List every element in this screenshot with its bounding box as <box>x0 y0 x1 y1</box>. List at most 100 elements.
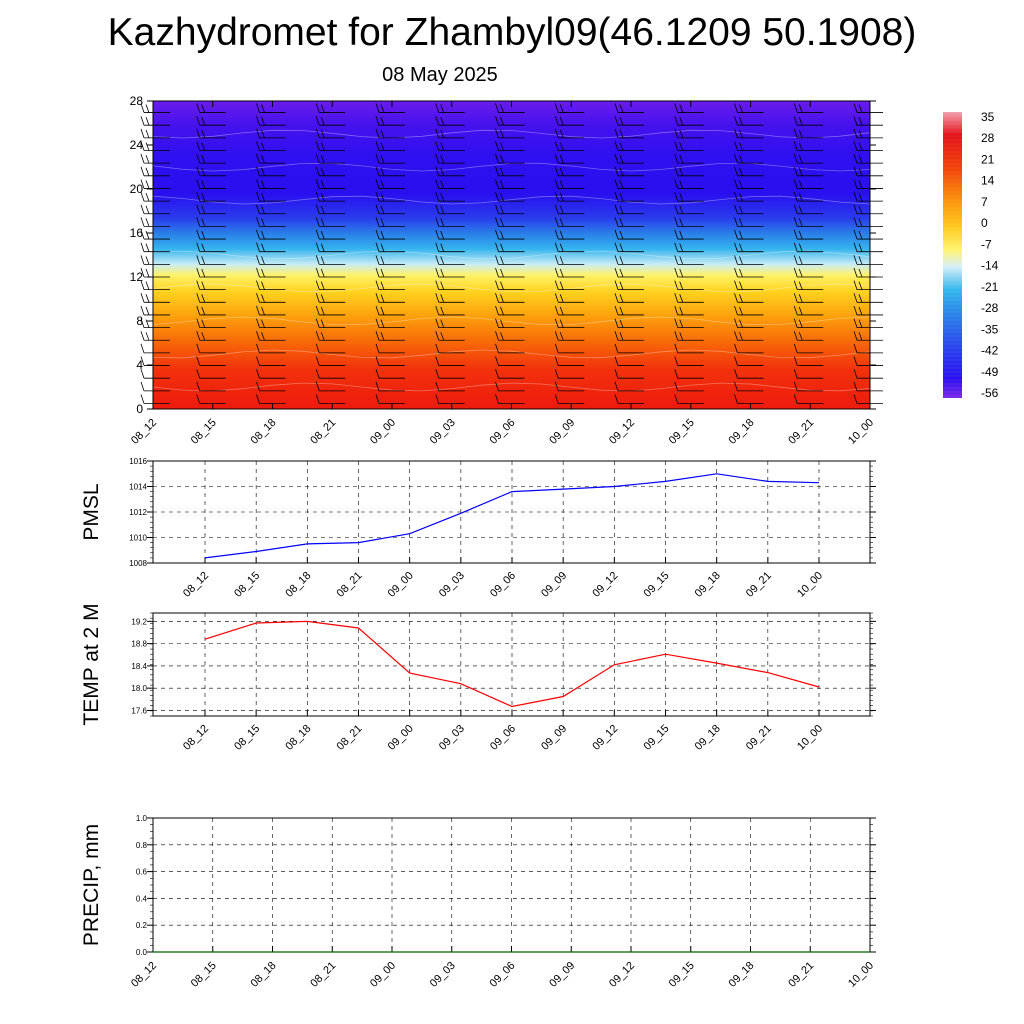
wind-barb <box>619 155 624 164</box>
wind-barb <box>201 230 206 240</box>
wind-barb <box>559 205 564 214</box>
wind-barb <box>435 229 440 240</box>
wind-barb <box>619 268 624 278</box>
wind-barb <box>853 141 858 151</box>
wind-barb <box>679 129 684 138</box>
wind-barb <box>739 294 743 303</box>
wind-barb <box>201 256 206 265</box>
wind-barb <box>674 343 679 354</box>
wind-barb <box>256 331 260 341</box>
wind-barb <box>435 255 440 265</box>
colorbar-label: 14 <box>981 174 995 188</box>
wind-barb <box>196 166 201 176</box>
wind-barb <box>739 104 743 113</box>
x-tick-label: 09_12 <box>607 417 637 447</box>
wind-barb <box>320 243 325 252</box>
wind-barb <box>858 268 863 278</box>
y-tick-label: 28 <box>130 94 144 108</box>
x-tick-label: 08_15 <box>189 417 219 447</box>
wind-barb <box>739 281 743 290</box>
wind-barb <box>256 116 260 126</box>
y-tick-label: 18.0 <box>131 684 147 693</box>
wind-barb <box>440 243 445 252</box>
wind-barb <box>495 255 499 265</box>
wind-barb <box>145 256 150 265</box>
wind-barb <box>619 142 624 151</box>
wind-barb <box>554 191 559 202</box>
wind-barb <box>858 243 863 252</box>
wind-barb <box>858 104 863 113</box>
wind-barb <box>554 280 559 290</box>
wind-barb <box>554 356 559 366</box>
wind-barb <box>380 281 385 290</box>
wind-barb <box>734 154 738 164</box>
wind-barb <box>495 179 499 189</box>
wind-barb <box>261 243 265 252</box>
wind-barb <box>734 141 738 151</box>
wind-barb <box>140 293 145 303</box>
wind-barb <box>554 166 559 176</box>
y-tick-label: 18.4 <box>131 662 147 671</box>
x-tick-label: 08_12 <box>129 960 159 990</box>
wind-barb <box>739 167 743 176</box>
wind-barb <box>440 129 445 138</box>
wind-barb <box>559 268 564 278</box>
wind-barb <box>380 332 385 341</box>
wind-barb <box>256 242 260 252</box>
x-tick-label: 09_12 <box>590 723 620 753</box>
wind-barb <box>196 293 201 303</box>
wind-barb <box>734 204 738 214</box>
wind-barb <box>674 356 679 366</box>
wind-barb <box>256 103 260 113</box>
wind-barb <box>261 192 265 202</box>
x-tick-label: 09_15 <box>667 417 697 447</box>
wind-barb <box>380 205 385 214</box>
wind-barb <box>853 318 858 328</box>
wind-barb <box>739 332 743 341</box>
wind-barb <box>196 369 201 379</box>
wind-barb <box>495 154 499 164</box>
wind-barb <box>196 191 201 202</box>
wind-barb <box>554 394 559 404</box>
wind-barb <box>734 116 738 126</box>
wind-barb <box>554 343 559 354</box>
x-tick-label: 09_03 <box>428 417 458 447</box>
wind-barb <box>614 242 619 252</box>
wind-barb <box>554 229 559 240</box>
wind-barb <box>201 306 206 316</box>
wind-barb <box>853 394 858 404</box>
wind-barb <box>435 204 440 214</box>
wind-barb <box>793 343 798 354</box>
wind-barb <box>435 394 440 404</box>
wind-barb <box>256 343 260 354</box>
wind-barb <box>559 180 564 189</box>
wind-barb <box>315 191 320 202</box>
wind-barb <box>196 343 201 354</box>
wind-barb <box>256 191 260 202</box>
wind-barb <box>435 356 440 366</box>
wind-barb <box>201 129 206 138</box>
wind-barb <box>619 306 624 316</box>
wind-barb <box>858 332 863 341</box>
wind-barb <box>196 331 201 341</box>
wind-barb <box>674 154 679 164</box>
wind-barb <box>201 142 206 151</box>
wind-barb <box>674 381 679 391</box>
wind-barb <box>679 268 684 278</box>
wind-barb <box>739 205 743 214</box>
wind-barb <box>798 294 803 303</box>
wind-barb <box>619 256 624 265</box>
wind-barb <box>196 318 201 328</box>
y-tick-label: 0 <box>136 402 143 416</box>
wind-barb <box>320 268 325 278</box>
wind-barb <box>145 104 150 113</box>
y-tick-label: 0.8 <box>136 841 148 850</box>
wind-barb <box>320 205 325 214</box>
wind-barb <box>853 191 858 202</box>
wind-barb <box>614 166 619 176</box>
x-tick-label: 10_00 <box>795 723 825 753</box>
wind-barb <box>256 128 260 138</box>
wind-barb <box>853 128 858 138</box>
wind-barb <box>201 104 206 113</box>
y-tick-label: 18.8 <box>131 640 147 649</box>
